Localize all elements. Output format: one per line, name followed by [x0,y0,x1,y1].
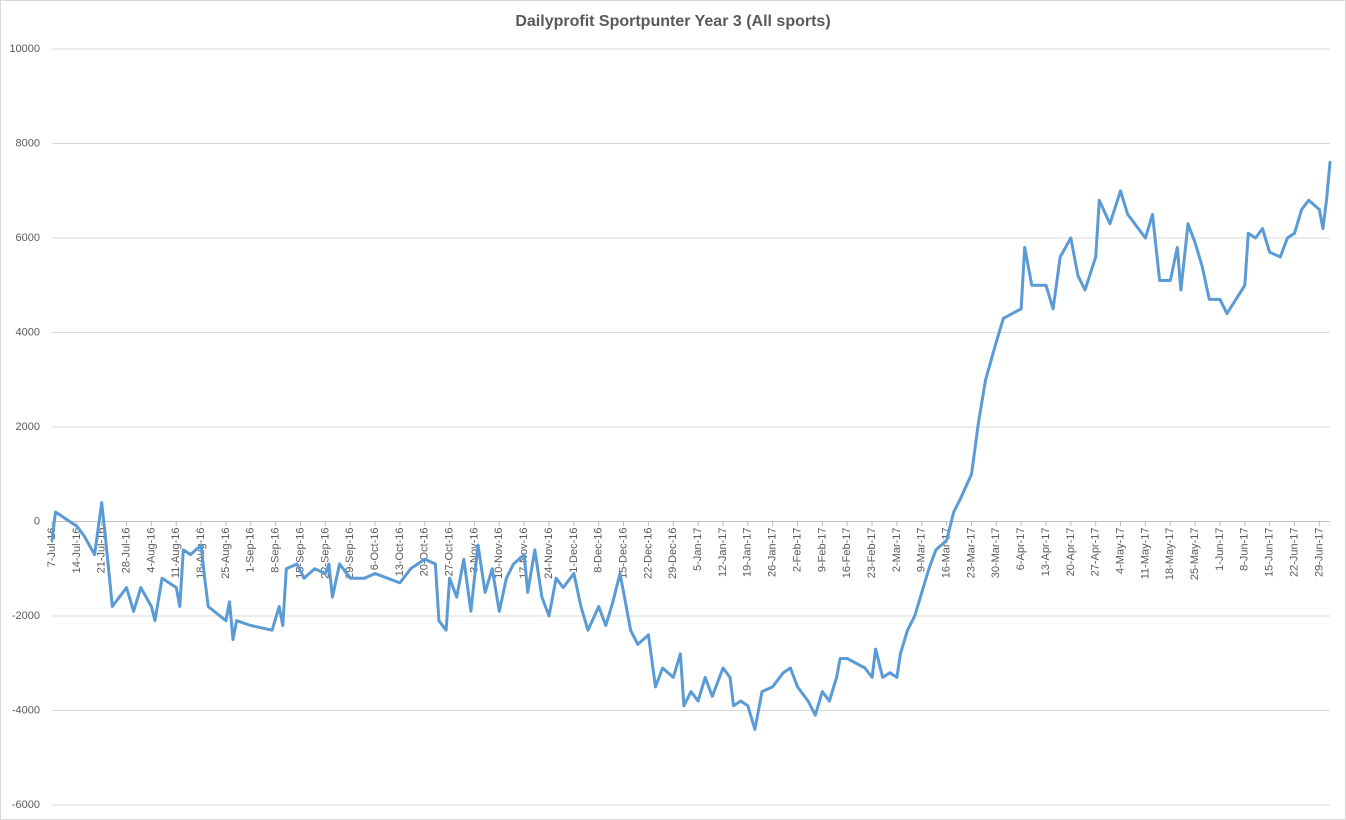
x-tick-label: 2-Feb-17 [791,528,803,573]
x-tick-label: 11-May-17 [1139,528,1151,580]
y-tick-label: -4000 [12,704,40,716]
x-tick-label: 9-Mar-17 [916,528,928,573]
x-tick-label: 27-Apr-17 [1090,528,1102,577]
data-line [50,160,1332,731]
x-tick-label: 16-Mar-17 [941,528,953,579]
x-tick-label: 18-May-17 [1164,528,1176,581]
x-tick-label: 26-Jan-17 [767,528,779,578]
x-tick-label: 22-Jun-17 [1288,528,1300,578]
x-tick-label: 7-Jul-16 [46,528,58,568]
x-tick-label: 1-Dec-16 [568,528,580,573]
x-tick-label: 4-May-17 [1114,528,1126,574]
x-tick-label: 23-Feb-17 [866,528,878,579]
x-tick-label: 1-Sep-16 [245,528,257,573]
x-tick-label: 12-Jan-17 [717,528,729,578]
x-tick-label: 22-Dec-16 [642,528,654,579]
x-tick-label: 16-Feb-17 [841,528,853,579]
y-tick-label: 6000 [16,232,40,244]
y-tick-label: 0 [34,515,40,527]
x-tick-label: 28-Jul-16 [120,528,132,574]
x-tick-label: 1-Jun-17 [1214,528,1226,571]
y-tick-label: -6000 [12,799,40,811]
x-tick-label: 2-Mar-17 [891,528,903,573]
x-tick-label: 19-Jan-17 [742,528,754,578]
x-tick-label: 5-Jan-17 [692,528,704,571]
x-tick-label: 29-Sep-16 [344,528,356,579]
x-tick-label: 9-Feb-17 [816,528,828,573]
x-tick-label: 15-Dec-16 [617,528,629,579]
chart-title: Dailyprofit Sportpunter Year 3 (All spor… [515,13,830,30]
x-tick-label: 20-Oct-16 [419,528,431,577]
x-tick-label: 6-Oct-16 [369,528,381,571]
x-tick-label: 11-Aug-16 [170,528,182,579]
x-tick-label: 4-Aug-16 [145,528,157,573]
y-tick-label: 2000 [16,421,40,433]
x-tick-label: 29-Dec-16 [667,528,679,579]
x-tick-label: 30-Mar-17 [990,528,1002,579]
x-tick-label: 6-Apr-17 [1015,528,1027,571]
y-tick-label: -2000 [12,610,40,622]
x-tick-label: 25-May-17 [1189,528,1201,581]
y-tick-label: 10000 [9,43,40,55]
x-tick-label: 27-Oct-16 [444,528,456,577]
y-tick-label: 4000 [16,326,40,338]
x-tick-label: 8-Jun-17 [1239,528,1251,571]
x-tick-label: 14-Jul-16 [71,528,83,574]
x-tick-label: 23-Mar-17 [965,528,977,579]
x-tick-label: 8-Dec-16 [593,528,605,573]
x-tick-label: 10-Nov-16 [493,528,505,579]
x-tick-label: 29-Jun-17 [1313,528,1325,578]
x-tick-label: 24-Nov-16 [543,528,555,579]
x-tick-label: 8-Sep-16 [270,528,282,573]
y-tick-label: 8000 [16,137,40,149]
x-tick-label: 15-Jun-17 [1264,528,1276,578]
x-tick-label: 13-Oct-16 [394,528,406,577]
x-tick-label: 20-Apr-17 [1065,528,1077,577]
x-tick-label: 13-Apr-17 [1040,528,1052,577]
x-tick-label: 25-Aug-16 [220,528,232,579]
